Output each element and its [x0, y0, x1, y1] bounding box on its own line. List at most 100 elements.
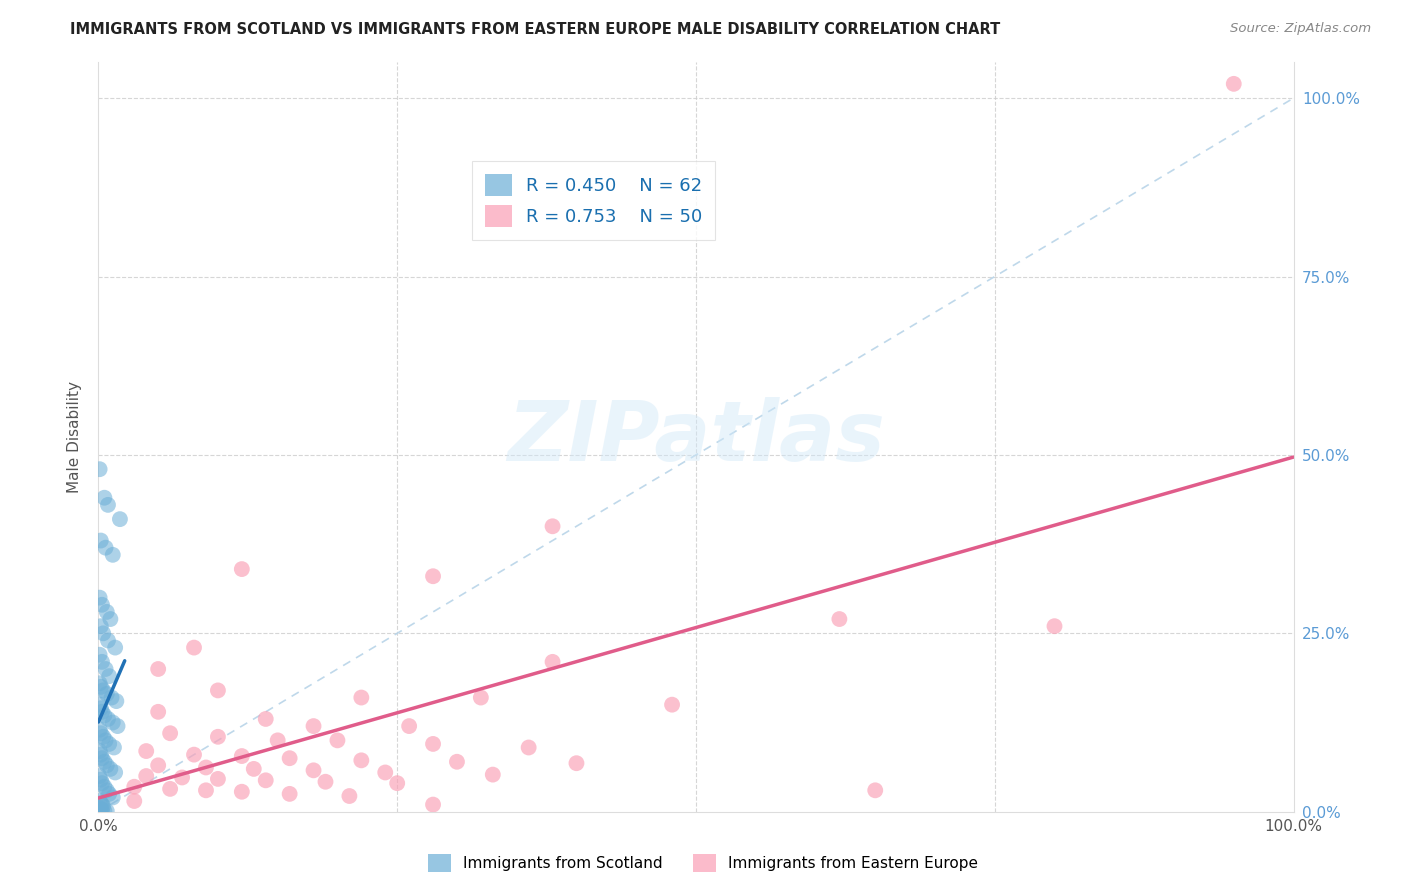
Point: [89, 676, 111, 690]
Text: ZIPatlas: ZIPatlas: [508, 397, 884, 477]
Point: [91, 730, 114, 744]
Point: [91, 776, 114, 790]
Point: [135, 744, 157, 758]
Point: [385, 776, 409, 790]
Point: [90, 747, 112, 762]
Point: [195, 783, 218, 797]
Point: [89, 769, 111, 783]
Point: [98, 669, 121, 683]
Point: [96, 758, 118, 772]
Point: [254, 773, 277, 788]
Point: [148, 758, 170, 772]
Point: [89, 648, 111, 662]
Point: [398, 719, 420, 733]
Point: [101, 715, 124, 730]
Point: [302, 764, 325, 778]
Point: [159, 781, 181, 796]
Point: [565, 756, 588, 771]
Point: [89, 804, 111, 818]
Point: [183, 747, 205, 762]
Point: [97, 712, 120, 726]
Point: [89, 744, 111, 758]
Point: [231, 785, 253, 799]
Point: [124, 780, 146, 794]
Point: [91, 797, 114, 812]
Point: [254, 712, 277, 726]
Point: [91, 598, 114, 612]
Point: [98, 787, 121, 801]
Point: [100, 690, 122, 705]
Point: [97, 633, 120, 648]
Point: [91, 803, 114, 817]
Point: [231, 562, 253, 576]
Legend: Immigrants from Scotland, Immigrants from Eastern Europe: Immigrants from Scotland, Immigrants fro…: [420, 846, 986, 880]
Point: [350, 753, 373, 767]
Point: [97, 498, 120, 512]
Point: [231, 749, 253, 764]
Point: [98, 762, 122, 776]
Point: [94, 541, 117, 555]
Point: [661, 698, 683, 712]
Point: [98, 612, 122, 626]
Text: IMMIGRANTS FROM SCOTLAND VS IMMIGRANTS FROM EASTERN EUROPE MALE DISABILITY CORRE: IMMIGRANTS FROM SCOTLAND VS IMMIGRANTS F…: [70, 22, 1001, 37]
Point: [101, 790, 124, 805]
Point: [89, 723, 111, 737]
Point: [159, 726, 181, 740]
Point: [374, 765, 396, 780]
Point: [104, 640, 127, 655]
Point: [93, 491, 115, 505]
Point: [1223, 77, 1246, 91]
Point: [93, 780, 115, 794]
Point: [89, 794, 111, 808]
Point: [90, 619, 112, 633]
Point: [103, 740, 125, 755]
Point: [96, 687, 118, 701]
Point: [91, 751, 114, 765]
Legend: R = 0.450    N = 62, R = 0.753    N = 50: R = 0.450 N = 62, R = 0.753 N = 50: [472, 161, 716, 240]
Point: [96, 783, 118, 797]
Text: Source: ZipAtlas.com: Source: ZipAtlas.com: [1230, 22, 1371, 36]
Point: [183, 640, 205, 655]
Point: [350, 690, 373, 705]
Point: [96, 605, 118, 619]
Point: [93, 804, 115, 818]
Point: [422, 569, 444, 583]
Point: [172, 771, 194, 785]
Point: [541, 655, 564, 669]
Point: [865, 783, 887, 797]
Point: [91, 683, 114, 698]
Point: [278, 787, 301, 801]
Point: [446, 755, 468, 769]
Point: [267, 733, 290, 747]
Point: [828, 612, 851, 626]
Point: [93, 708, 115, 723]
Y-axis label: Male Disability: Male Disability: [67, 381, 83, 493]
Point: [90, 701, 112, 715]
Point: [207, 772, 229, 786]
Point: [91, 626, 114, 640]
Point: [422, 737, 444, 751]
Point: [90, 803, 112, 817]
Point: [104, 765, 127, 780]
Point: [90, 772, 112, 787]
Point: [243, 762, 266, 776]
Point: [90, 680, 112, 694]
Point: [148, 662, 170, 676]
Point: [89, 462, 111, 476]
Point: [90, 796, 112, 810]
Point: [94, 662, 117, 676]
Point: [93, 755, 115, 769]
Point: [107, 719, 129, 733]
Point: [90, 726, 112, 740]
Point: [105, 694, 128, 708]
Point: [94, 733, 117, 747]
Point: [91, 799, 114, 814]
Point: [135, 769, 157, 783]
Point: [422, 797, 444, 812]
Point: [517, 740, 540, 755]
Point: [470, 690, 492, 705]
Point: [207, 730, 229, 744]
Point: [91, 705, 114, 719]
Point: [481, 767, 505, 781]
Point: [89, 591, 111, 605]
